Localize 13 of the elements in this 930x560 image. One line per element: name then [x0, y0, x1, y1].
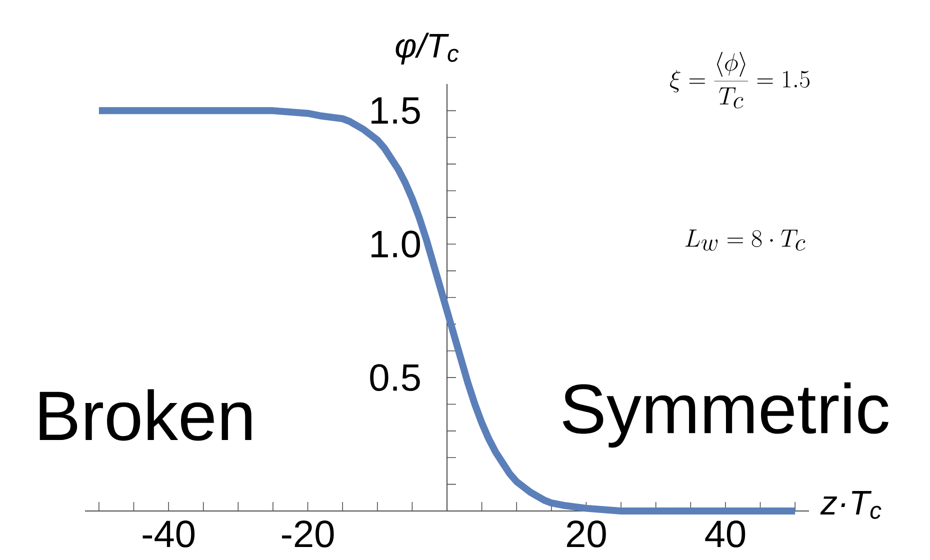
y-tick-label: 1.5 — [372, 97, 420, 124]
annotation: $\xi = \frac{\langle \phi \rangle}{T_c} = 1.5$ — [670, 52, 810, 108]
annotation: $L_w = 8 \cdot T_c$ — [685, 230, 806, 251]
y-axis-title: φ/T$_{c}$ — [396, 32, 459, 64]
x-tick-label: 40 — [705, 520, 746, 548]
y-tick-label: 0.5 — [370, 364, 420, 392]
x-tick-label: -20 — [282, 520, 334, 548]
x-axis-title: z·T$_{c}$ — [820, 491, 882, 519]
x-tick-label: -40 — [142, 520, 195, 548]
y-tick-label: 1.0 — [372, 230, 420, 258]
x-tick-label: 20 — [567, 520, 606, 548]
annotation: Broken — [40, 389, 252, 441]
annotation: Symmetric — [562, 382, 888, 448]
